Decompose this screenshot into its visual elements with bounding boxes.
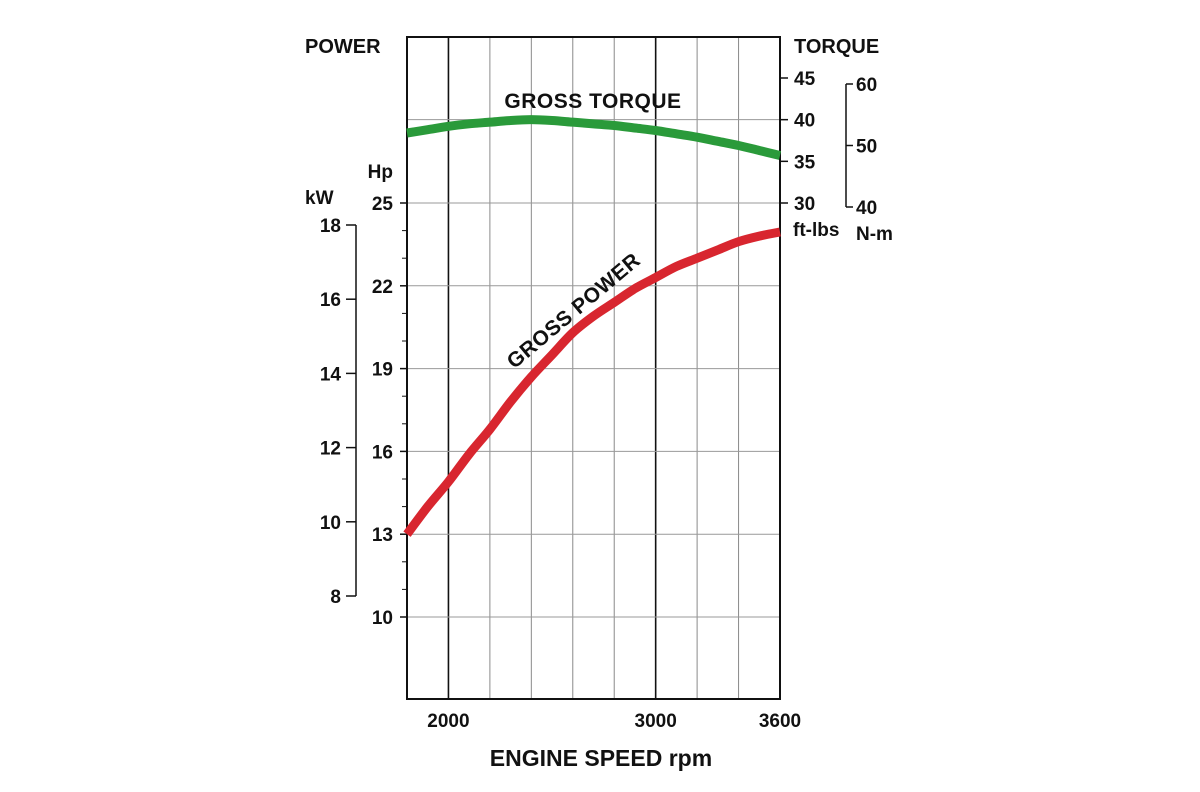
- ftlbs-axis: ft-lbs 30 35 40 45: [780, 69, 839, 241]
- kw-tick-label: 16: [320, 290, 341, 311]
- nm-tick-label: 50: [856, 137, 877, 158]
- ftlbs-tick-label: 40: [794, 111, 815, 132]
- gross-torque-label: GROSS TORQUE: [504, 90, 681, 113]
- hp-tick-label: 10: [372, 608, 393, 629]
- power-label: POWER: [305, 36, 381, 58]
- kw-tick-label: 10: [320, 513, 341, 534]
- hp-tick-label: 22: [372, 277, 393, 298]
- hp-axis: Hp 10 13 16 19 22 25: [368, 162, 407, 629]
- x-axis: ENGINE SPEED rpm 2000 3000 3600: [427, 711, 801, 771]
- kw-tick-label: 18: [320, 216, 341, 237]
- hp-tick-label: 13: [372, 525, 393, 546]
- kw-tick-label: 8: [330, 587, 341, 608]
- nm-tick-label: 40: [856, 198, 877, 219]
- torque-label: TORQUE: [794, 36, 879, 58]
- x-tick-label: 3600: [759, 711, 801, 732]
- gross-power-label: GROSS POWER: [503, 249, 645, 374]
- hp-tick-label: 19: [372, 360, 393, 381]
- nm-axis: N-m 40 50 60: [845, 75, 893, 245]
- kw-unit-label: kW: [305, 188, 334, 209]
- hp-tick-label: 25: [372, 194, 394, 215]
- gross-torque-curve: [406, 115, 782, 160]
- ftlbs-tick-label: 45: [794, 69, 816, 90]
- hp-unit-label: Hp: [368, 162, 393, 183]
- x-tick-label: 2000: [427, 711, 469, 732]
- x-axis-title: ENGINE SPEED rpm: [490, 745, 712, 771]
- grid: [407, 37, 780, 699]
- kw-tick-label: 14: [320, 364, 342, 385]
- series: [403, 115, 782, 537]
- hp-tick-label: 16: [372, 442, 393, 463]
- nm-tick-label: 60: [856, 75, 877, 96]
- ftlbs-tick-label: 30: [794, 194, 815, 215]
- x-tick-label: 3000: [635, 711, 677, 732]
- ftlbs-tick-label: 35: [794, 152, 816, 173]
- kw-axis: kW 8 10 12 14 16 18: [305, 188, 357, 608]
- ftlbs-unit-label: ft-lbs: [793, 220, 839, 241]
- nm-unit-label: N-m: [856, 224, 893, 245]
- kw-tick-label: 12: [320, 439, 341, 460]
- gross-power-curve: [403, 227, 781, 537]
- plot-frame: [406, 36, 781, 700]
